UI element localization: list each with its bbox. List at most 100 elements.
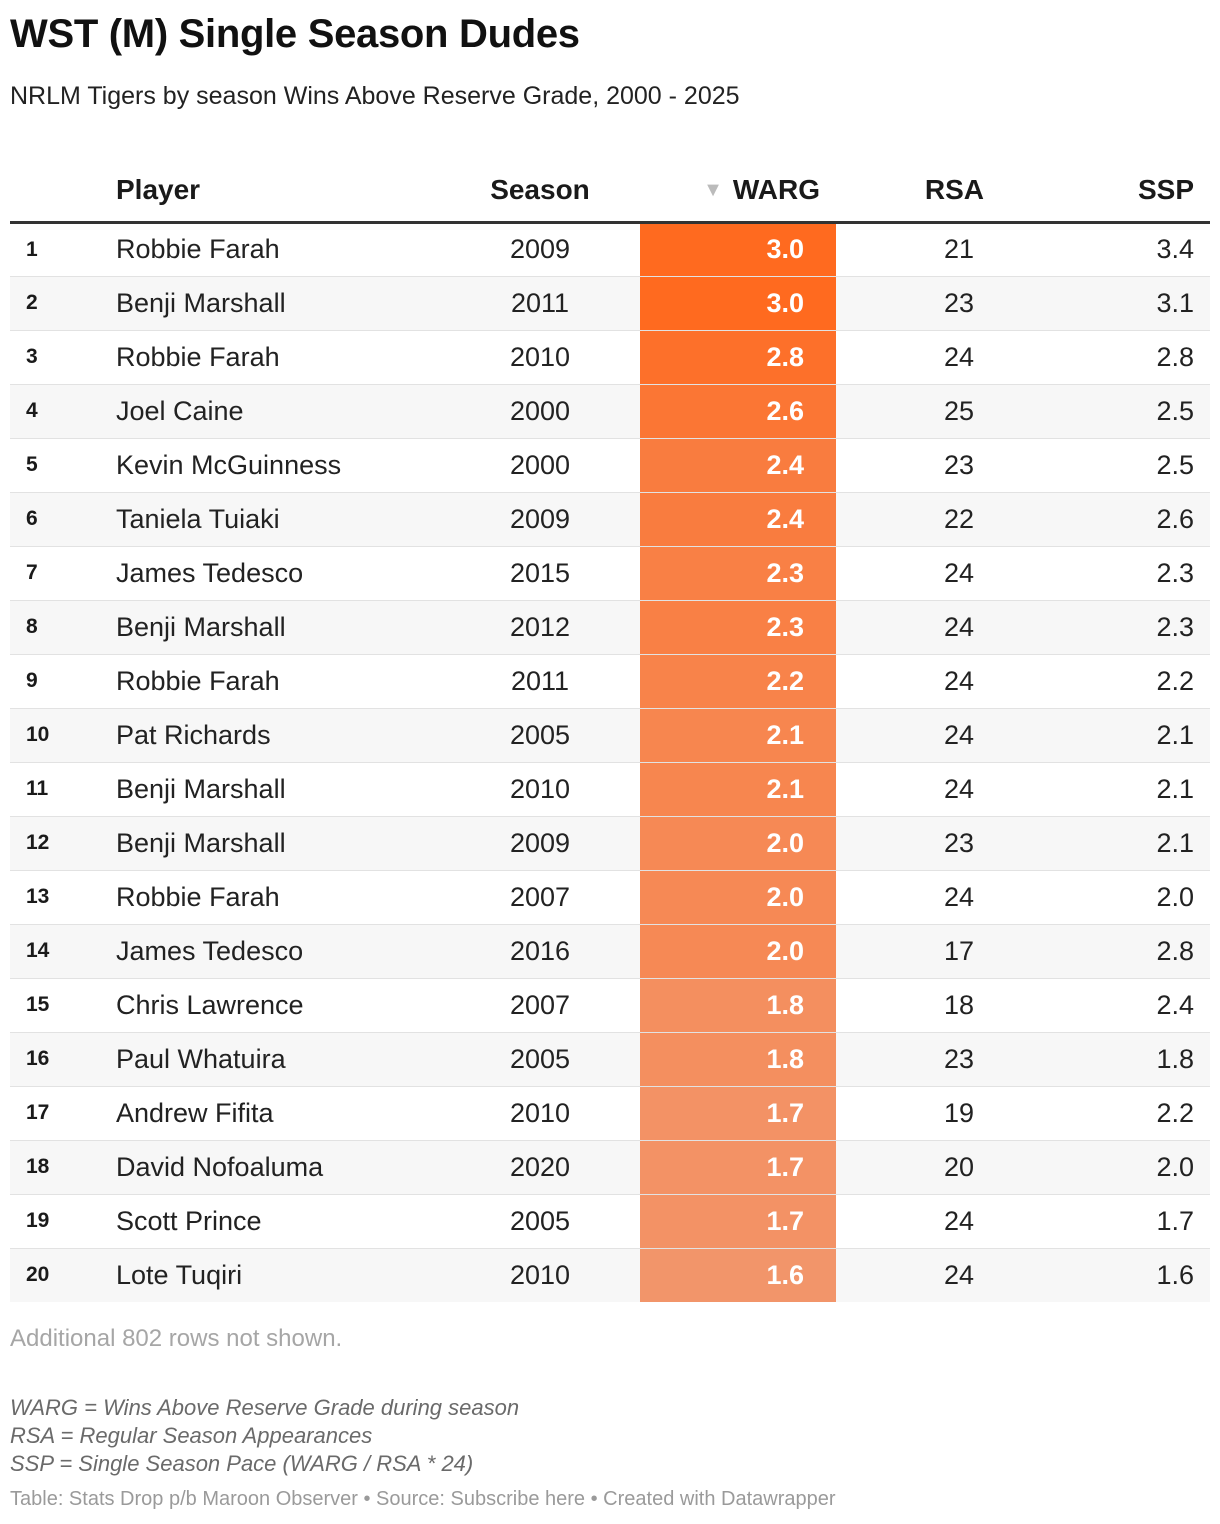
cell-player: Joel Caine (100, 384, 440, 439)
cell-rsa: 24 (836, 762, 1000, 817)
cell-ssp: 2.1 (1000, 708, 1210, 763)
cell-rank: 12 (10, 816, 100, 871)
cell-rank: 8 (10, 600, 100, 655)
cell-rank: 5 (10, 438, 100, 493)
cell-player: Benji Marshall (100, 762, 440, 817)
cell-rsa: 24 (836, 546, 1000, 601)
table-row: 1 Robbie Farah 2009 3.0 21 3.4 (10, 222, 1210, 277)
cell-season: 2005 (440, 708, 640, 763)
cell-warg: 1.6 (640, 1248, 836, 1302)
cell-player: James Tedesco (100, 546, 440, 601)
cell-season: 2012 (440, 600, 640, 655)
cell-player: Scott Prince (100, 1194, 440, 1249)
col-header-player[interactable]: Player (100, 160, 440, 224)
cell-player: Andrew Fifita (100, 1086, 440, 1141)
cell-warg: 2.3 (640, 600, 836, 655)
table-row: 11 Benji Marshall 2010 2.1 24 2.1 (10, 762, 1210, 817)
col-header-rsa[interactable]: RSA (836, 160, 1000, 224)
cell-warg: 1.7 (640, 1140, 836, 1195)
cell-warg: 3.0 (640, 276, 836, 331)
table-body: 1 Robbie Farah 2009 3.0 21 3.4 2 Benji Marshall… (10, 222, 1210, 1302)
cell-player: Benji Marshall (100, 816, 440, 871)
cell-player: Lote Tuqiri (100, 1248, 440, 1302)
cell-player: Kevin McGuinness (100, 438, 440, 493)
cell-season: 2000 (440, 384, 640, 439)
cell-warg: 2.3 (640, 546, 836, 601)
cell-season: 2005 (440, 1194, 640, 1249)
cell-rsa: 19 (836, 1086, 1000, 1141)
cell-rsa: 23 (836, 816, 1000, 871)
cell-rsa: 22 (836, 492, 1000, 547)
cell-player: Chris Lawrence (100, 978, 440, 1033)
cell-player: Robbie Farah (100, 330, 440, 385)
cell-ssp: 2.3 (1000, 600, 1210, 655)
table-row: 4 Joel Caine 2000 2.6 25 2.5 (10, 384, 1210, 439)
cell-season: 2011 (440, 654, 640, 709)
cell-warg: 2.0 (640, 924, 836, 979)
cell-season: 2000 (440, 438, 640, 493)
cell-ssp: 2.4 (1000, 978, 1210, 1033)
table-row: 14 James Tedesco 2016 2.0 17 2.8 (10, 924, 1210, 979)
table-row: 17 Andrew Fifita 2010 1.7 19 2.2 (10, 1086, 1210, 1141)
cell-rsa: 24 (836, 870, 1000, 925)
cell-ssp: 2.3 (1000, 546, 1210, 601)
cell-ssp: 2.1 (1000, 762, 1210, 817)
cell-season: 2007 (440, 870, 640, 925)
cell-season: 2007 (440, 978, 640, 1033)
col-header-warg-label: WARG (732, 174, 820, 206)
stats-table-container: Player Season ▼ WARG RSA SSP 1 Robbie Fara… (10, 160, 1210, 1302)
table-row: 13 Robbie Farah 2007 2.0 24 2.0 (10, 870, 1210, 925)
cell-rsa: 21 (836, 222, 1000, 277)
cell-ssp: 2.8 (1000, 924, 1210, 979)
cell-rsa: 25 (836, 384, 1000, 439)
cell-warg: 2.8 (640, 330, 836, 385)
cell-warg: 1.8 (640, 1032, 836, 1087)
cell-rsa: 24 (836, 708, 1000, 763)
cell-warg: 2.2 (640, 654, 836, 709)
cell-rank: 4 (10, 384, 100, 439)
table-row: 12 Benji Marshall 2009 2.0 23 2.1 (10, 816, 1210, 871)
cell-season: 2010 (440, 1086, 640, 1141)
cell-season: 2020 (440, 1140, 640, 1195)
cell-rank: 15 (10, 978, 100, 1033)
table-row: 19 Scott Prince 2005 1.7 24 1.7 (10, 1194, 1210, 1249)
table-row: 16 Paul Whatuira 2005 1.8 23 1.8 (10, 1032, 1210, 1087)
cell-rank: 18 (10, 1140, 100, 1195)
cell-season: 2009 (440, 816, 640, 871)
table-row: 2 Benji Marshall 2011 3.0 23 3.1 (10, 276, 1210, 331)
cell-rank: 3 (10, 330, 100, 385)
cell-player: David Nofoaluma (100, 1140, 440, 1195)
cell-rank: 6 (10, 492, 100, 547)
col-header-season[interactable]: Season (440, 160, 640, 224)
cell-rank: 11 (10, 762, 100, 817)
cell-season: 2015 (440, 546, 640, 601)
cell-ssp: 2.5 (1000, 384, 1210, 439)
cell-rank: 16 (10, 1032, 100, 1087)
definition-rsa: RSA = Regular Season Appearances (10, 1423, 373, 1448)
cell-warg: 3.0 (640, 222, 836, 277)
rows-not-shown-note: Additional 802 rows not shown. (10, 1325, 343, 1352)
col-header-ssp[interactable]: SSP (1000, 160, 1210, 224)
col-header-warg[interactable]: ▼ WARG (640, 160, 836, 224)
cell-player: Robbie Farah (100, 654, 440, 709)
cell-ssp: 1.6 (1000, 1248, 1210, 1302)
cell-player: Benji Marshall (100, 600, 440, 655)
cell-rsa: 18 (836, 978, 1000, 1033)
definition-ssp: SSP = Single Season Pace (WARG / RSA * 2… (10, 1451, 474, 1476)
cell-rank: 1 (10, 222, 100, 277)
cell-rank: 14 (10, 924, 100, 979)
cell-rsa: 23 (836, 438, 1000, 493)
cell-ssp: 2.0 (1000, 1140, 1210, 1195)
cell-ssp: 2.5 (1000, 438, 1210, 493)
cell-rank: 20 (10, 1248, 100, 1302)
cell-rsa: 23 (836, 1032, 1000, 1087)
cell-season: 2010 (440, 762, 640, 817)
cell-ssp: 2.1 (1000, 816, 1210, 871)
cell-rank: 19 (10, 1194, 100, 1249)
cell-ssp: 2.2 (1000, 1086, 1210, 1141)
cell-rank: 7 (10, 546, 100, 601)
cell-rsa: 24 (836, 1248, 1000, 1302)
definition-warg: WARG = Wins Above Reserve Grade during s… (10, 1395, 520, 1420)
cell-warg: 2.1 (640, 762, 836, 817)
cell-season: 2010 (440, 1248, 640, 1302)
